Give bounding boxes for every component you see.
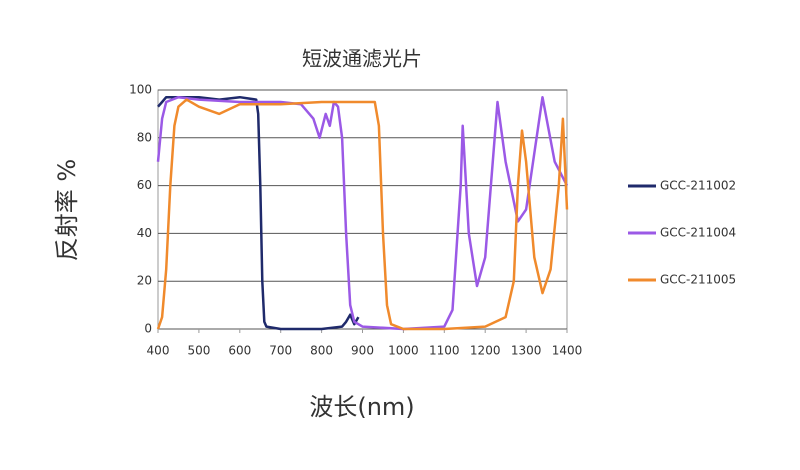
- y-tick-label: 40: [137, 226, 152, 240]
- x-tick-label: 1000: [388, 344, 419, 358]
- x-tick-label: 800: [310, 344, 333, 358]
- y-tick-label: 100: [129, 83, 152, 97]
- x-tick-label: 1300: [511, 344, 542, 358]
- series-line: [157, 95, 360, 331]
- chart-title: 短波通滤光片: [302, 47, 422, 71]
- x-tick-label: 600: [228, 344, 251, 358]
- legend-label: GCC-211005: [660, 273, 736, 287]
- x-tick-label: 1100: [429, 344, 460, 358]
- x-axis-label: 波长(nm): [309, 393, 414, 421]
- series-line: [156, 98, 569, 331]
- x-tick-label: 400: [147, 344, 170, 358]
- x-tick-label: 700: [269, 344, 292, 358]
- x-tick-label: 900: [351, 344, 374, 358]
- y-tick-label: 60: [137, 178, 152, 192]
- y-tick-label: 20: [137, 274, 152, 288]
- y-tick-label: 80: [137, 130, 152, 144]
- series-line: [156, 95, 569, 331]
- y-tick-label: 0: [144, 322, 152, 336]
- y-axis-label: 反射率 %: [53, 159, 81, 261]
- x-tick-label: 1400: [552, 344, 583, 358]
- legend-label: GCC-211004: [660, 226, 736, 240]
- x-tick-label: 1200: [470, 344, 501, 358]
- plot-frame: [157, 89, 568, 330]
- x-tick-label: 500: [187, 344, 210, 358]
- legend-label: GCC-211002: [660, 179, 736, 193]
